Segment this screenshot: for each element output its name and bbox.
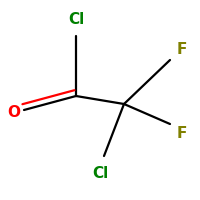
- Text: F: F: [177, 43, 187, 58]
- Text: O: O: [8, 105, 21, 120]
- Text: Cl: Cl: [92, 166, 108, 182]
- Text: F: F: [177, 127, 187, 142]
- Text: Cl: Cl: [68, 12, 84, 27]
